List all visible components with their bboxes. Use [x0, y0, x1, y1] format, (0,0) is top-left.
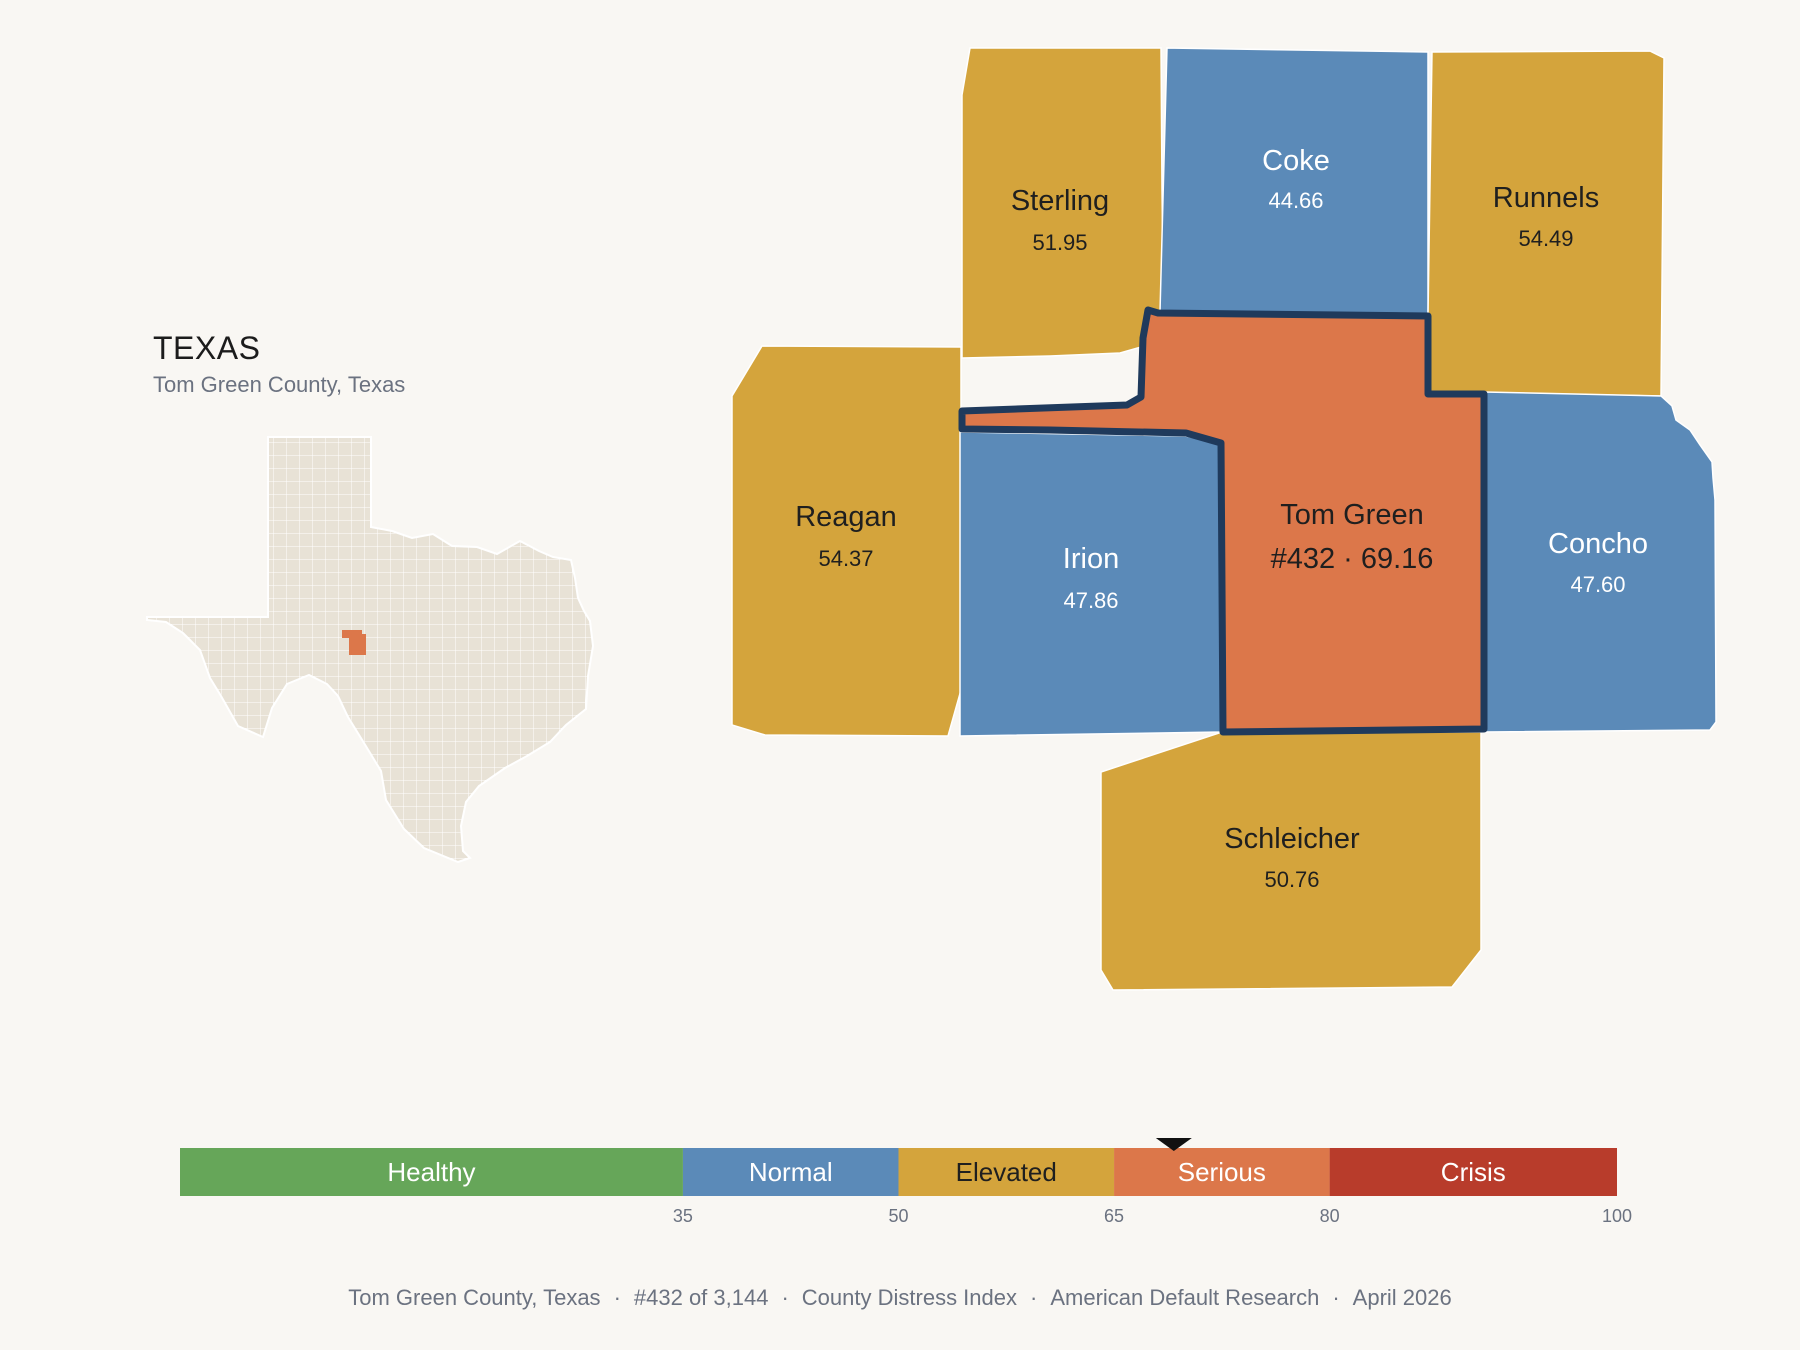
distress-scale-legend: Healthy Normal Elevated Serious Crisis 35 50 65… — [180, 1138, 1632, 1226]
footer-org: American Default Research — [1050, 1285, 1320, 1310]
legend-tick: 50 — [888, 1206, 908, 1226]
footer-county: Tom Green County, Texas — [348, 1285, 601, 1310]
footer-rank: #432 of 3,144 — [633, 1285, 769, 1310]
legend-label-elevated: Elevated — [956, 1157, 1057, 1187]
county-schleicher[interactable] — [1100, 731, 1482, 991]
label-coke-value: 44.66 — [1268, 188, 1323, 213]
county-runnels[interactable] — [1427, 50, 1665, 397]
label-concho-name: Concho — [1548, 528, 1648, 560]
legend-band-elevated — [898, 1148, 1115, 1196]
label-tom-green-value: #432 · 69.16 — [1271, 543, 1434, 575]
footer-date: April 2026 — [1352, 1285, 1452, 1310]
label-tom-green-name: Tom Green — [1280, 499, 1423, 531]
label-reagan-name: Reagan — [795, 501, 897, 533]
inset-subtitle: Tom Green County, Texas — [153, 372, 406, 397]
legend-band-serious — [1114, 1148, 1330, 1196]
legend-tick: 100 — [1602, 1206, 1632, 1226]
label-reagan-value: 54.37 — [818, 546, 873, 571]
label-sterling-name: Sterling — [1011, 185, 1109, 217]
label-schleicher-value: 50.76 — [1264, 867, 1319, 892]
county-tom-green[interactable] — [958, 306, 1488, 736]
legend-tick: 65 — [1104, 1206, 1124, 1226]
label-coke-name: Coke — [1262, 145, 1330, 177]
legend-band-crisis — [1329, 1148, 1617, 1196]
county-coke[interactable] — [1159, 47, 1429, 317]
legend-label-crisis: Crisis — [1441, 1157, 1506, 1187]
legend-marker-icon — [1155, 1138, 1192, 1151]
state-title: TEXAS — [153, 330, 261, 366]
label-concho-value: 47.60 — [1570, 572, 1625, 597]
label-runnels-value: 54.49 — [1518, 226, 1573, 251]
legend-band-normal — [682, 1148, 899, 1196]
footer-index: County Distress Index — [801, 1285, 1017, 1310]
label-schleicher-name: Schleicher — [1224, 823, 1360, 855]
county-reagan[interactable] — [731, 345, 962, 737]
texas-county-grid — [147, 437, 593, 862]
county-concho[interactable] — [1483, 391, 1717, 733]
texas-locator-map — [146, 436, 595, 864]
label-irion-name: Irion — [1063, 543, 1119, 575]
label-irion-value: 47.86 — [1063, 588, 1118, 613]
footer-credits: Tom Green County, Texas · #432 of 3,144 · Co… — [348, 1285, 1452, 1310]
legend-label-serious: Serious — [1178, 1157, 1266, 1187]
legend-tick: 35 — [673, 1206, 693, 1226]
legend-tick: 80 — [1320, 1206, 1340, 1226]
legend-band-healthy — [180, 1148, 683, 1196]
label-runnels-name: Runnels — [1493, 182, 1599, 214]
legend-label-normal: Normal — [749, 1157, 833, 1187]
county-irion[interactable] — [959, 431, 1223, 737]
tom-green-locator — [342, 630, 366, 655]
legend-label-healthy: Healthy — [387, 1157, 475, 1187]
county-map — [731, 47, 1717, 991]
label-sterling-value: 51.95 — [1032, 230, 1087, 255]
